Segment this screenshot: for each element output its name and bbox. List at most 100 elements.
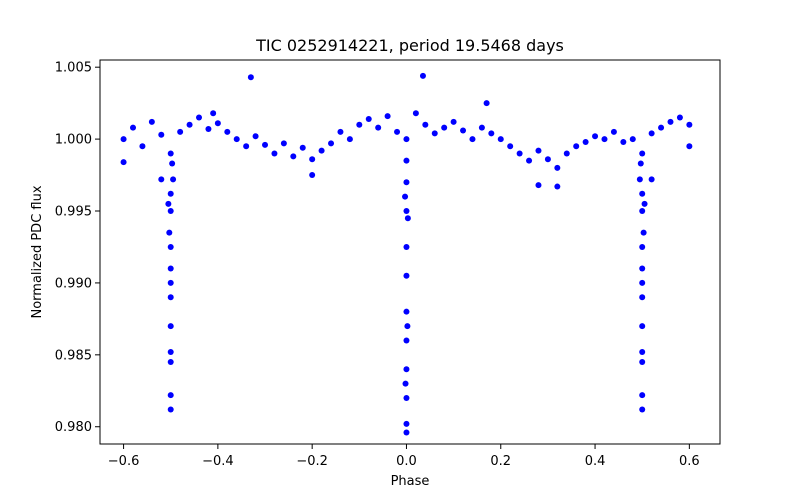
- data-point: [356, 121, 363, 128]
- y-tick-label: 1.000: [55, 133, 92, 148]
- data-point: [639, 406, 646, 413]
- data-point: [403, 394, 410, 401]
- data-point: [403, 272, 410, 279]
- data-point: [337, 128, 344, 135]
- data-point: [403, 366, 410, 373]
- data-point: [412, 110, 419, 117]
- y-tick-label: 0.995: [55, 205, 92, 220]
- data-point: [563, 150, 570, 157]
- data-point: [346, 136, 353, 143]
- data-point: [648, 176, 655, 183]
- data-point: [247, 74, 254, 81]
- data-point: [601, 136, 608, 143]
- x-tick-label: 0.6: [679, 454, 700, 469]
- data-point: [431, 130, 438, 137]
- data-point: [243, 143, 250, 150]
- data-point: [507, 143, 514, 150]
- data-point: [686, 121, 693, 128]
- data-point: [167, 392, 174, 399]
- data-point: [639, 323, 646, 330]
- data-point: [526, 157, 533, 164]
- data-point: [384, 113, 391, 120]
- data-point: [488, 130, 495, 137]
- y-tick-label: 0.980: [55, 420, 92, 435]
- data-point: [637, 160, 644, 167]
- data-point: [309, 172, 316, 179]
- data-point: [441, 124, 448, 131]
- data-point: [658, 124, 665, 131]
- data-point: [271, 150, 278, 157]
- data-point: [309, 156, 316, 163]
- data-point: [639, 392, 646, 399]
- data-point: [167, 190, 174, 197]
- data-point: [167, 150, 174, 157]
- data-point: [120, 159, 127, 166]
- x-tick-label: −0.6: [108, 454, 140, 469]
- data-point: [582, 138, 589, 145]
- data-point: [170, 176, 177, 183]
- data-point: [403, 136, 410, 143]
- data-point: [167, 279, 174, 286]
- data-point: [648, 130, 655, 137]
- data-point: [639, 359, 646, 366]
- x-axis-ticks: −0.6 −0.4 −0.2 0.0 0.2 0.4 0.6: [108, 444, 700, 469]
- x-tick-label: −0.4: [202, 454, 234, 469]
- y-tick-label: 0.985: [55, 348, 92, 363]
- y-tick-label: 1.005: [55, 61, 92, 76]
- data-point: [252, 133, 259, 140]
- x-tick-label: 0.2: [490, 454, 511, 469]
- data-point: [205, 126, 212, 133]
- x-tick-label: 0.4: [585, 454, 606, 469]
- data-point: [639, 208, 646, 215]
- data-point: [375, 124, 382, 131]
- data-point: [535, 147, 542, 154]
- data-point: [403, 179, 410, 186]
- data-point: [535, 182, 542, 189]
- data-points: [120, 72, 693, 436]
- data-point: [214, 120, 221, 127]
- data-point: [422, 121, 429, 128]
- data-point: [544, 156, 551, 163]
- data-point: [478, 124, 485, 131]
- data-point: [636, 176, 643, 183]
- chart-title: TIC 0252914221, period 19.5468 days: [255, 36, 564, 55]
- data-point: [639, 190, 646, 197]
- data-point: [403, 243, 410, 250]
- data-point: [403, 157, 410, 164]
- data-point: [224, 128, 231, 135]
- data-point: [620, 138, 627, 145]
- data-point: [450, 118, 457, 125]
- data-point: [158, 131, 165, 138]
- data-point: [299, 144, 306, 151]
- data-point: [290, 153, 297, 160]
- data-point: [167, 265, 174, 272]
- data-point: [280, 140, 287, 147]
- data-point: [639, 294, 646, 301]
- data-point: [177, 128, 184, 135]
- data-point: [592, 133, 599, 140]
- data-point: [120, 136, 127, 143]
- data-point: [676, 114, 683, 121]
- data-point: [167, 208, 174, 215]
- data-point: [403, 208, 410, 215]
- data-point: [403, 308, 410, 315]
- data-point: [167, 359, 174, 366]
- data-point: [167, 348, 174, 355]
- data-point: [130, 124, 137, 131]
- plot-frame: [99, 59, 721, 445]
- data-point: [167, 243, 174, 250]
- data-point: [139, 143, 146, 150]
- data-point: [639, 150, 646, 157]
- data-point: [148, 118, 155, 125]
- data-point: [667, 118, 674, 125]
- data-point: [554, 164, 561, 171]
- data-point: [573, 143, 580, 150]
- data-point: [629, 136, 636, 143]
- data-point: [167, 406, 174, 413]
- data-point: [403, 429, 410, 436]
- data-point: [641, 200, 648, 207]
- data-point: [686, 143, 693, 150]
- data-point: [483, 100, 490, 107]
- data-point: [394, 128, 401, 135]
